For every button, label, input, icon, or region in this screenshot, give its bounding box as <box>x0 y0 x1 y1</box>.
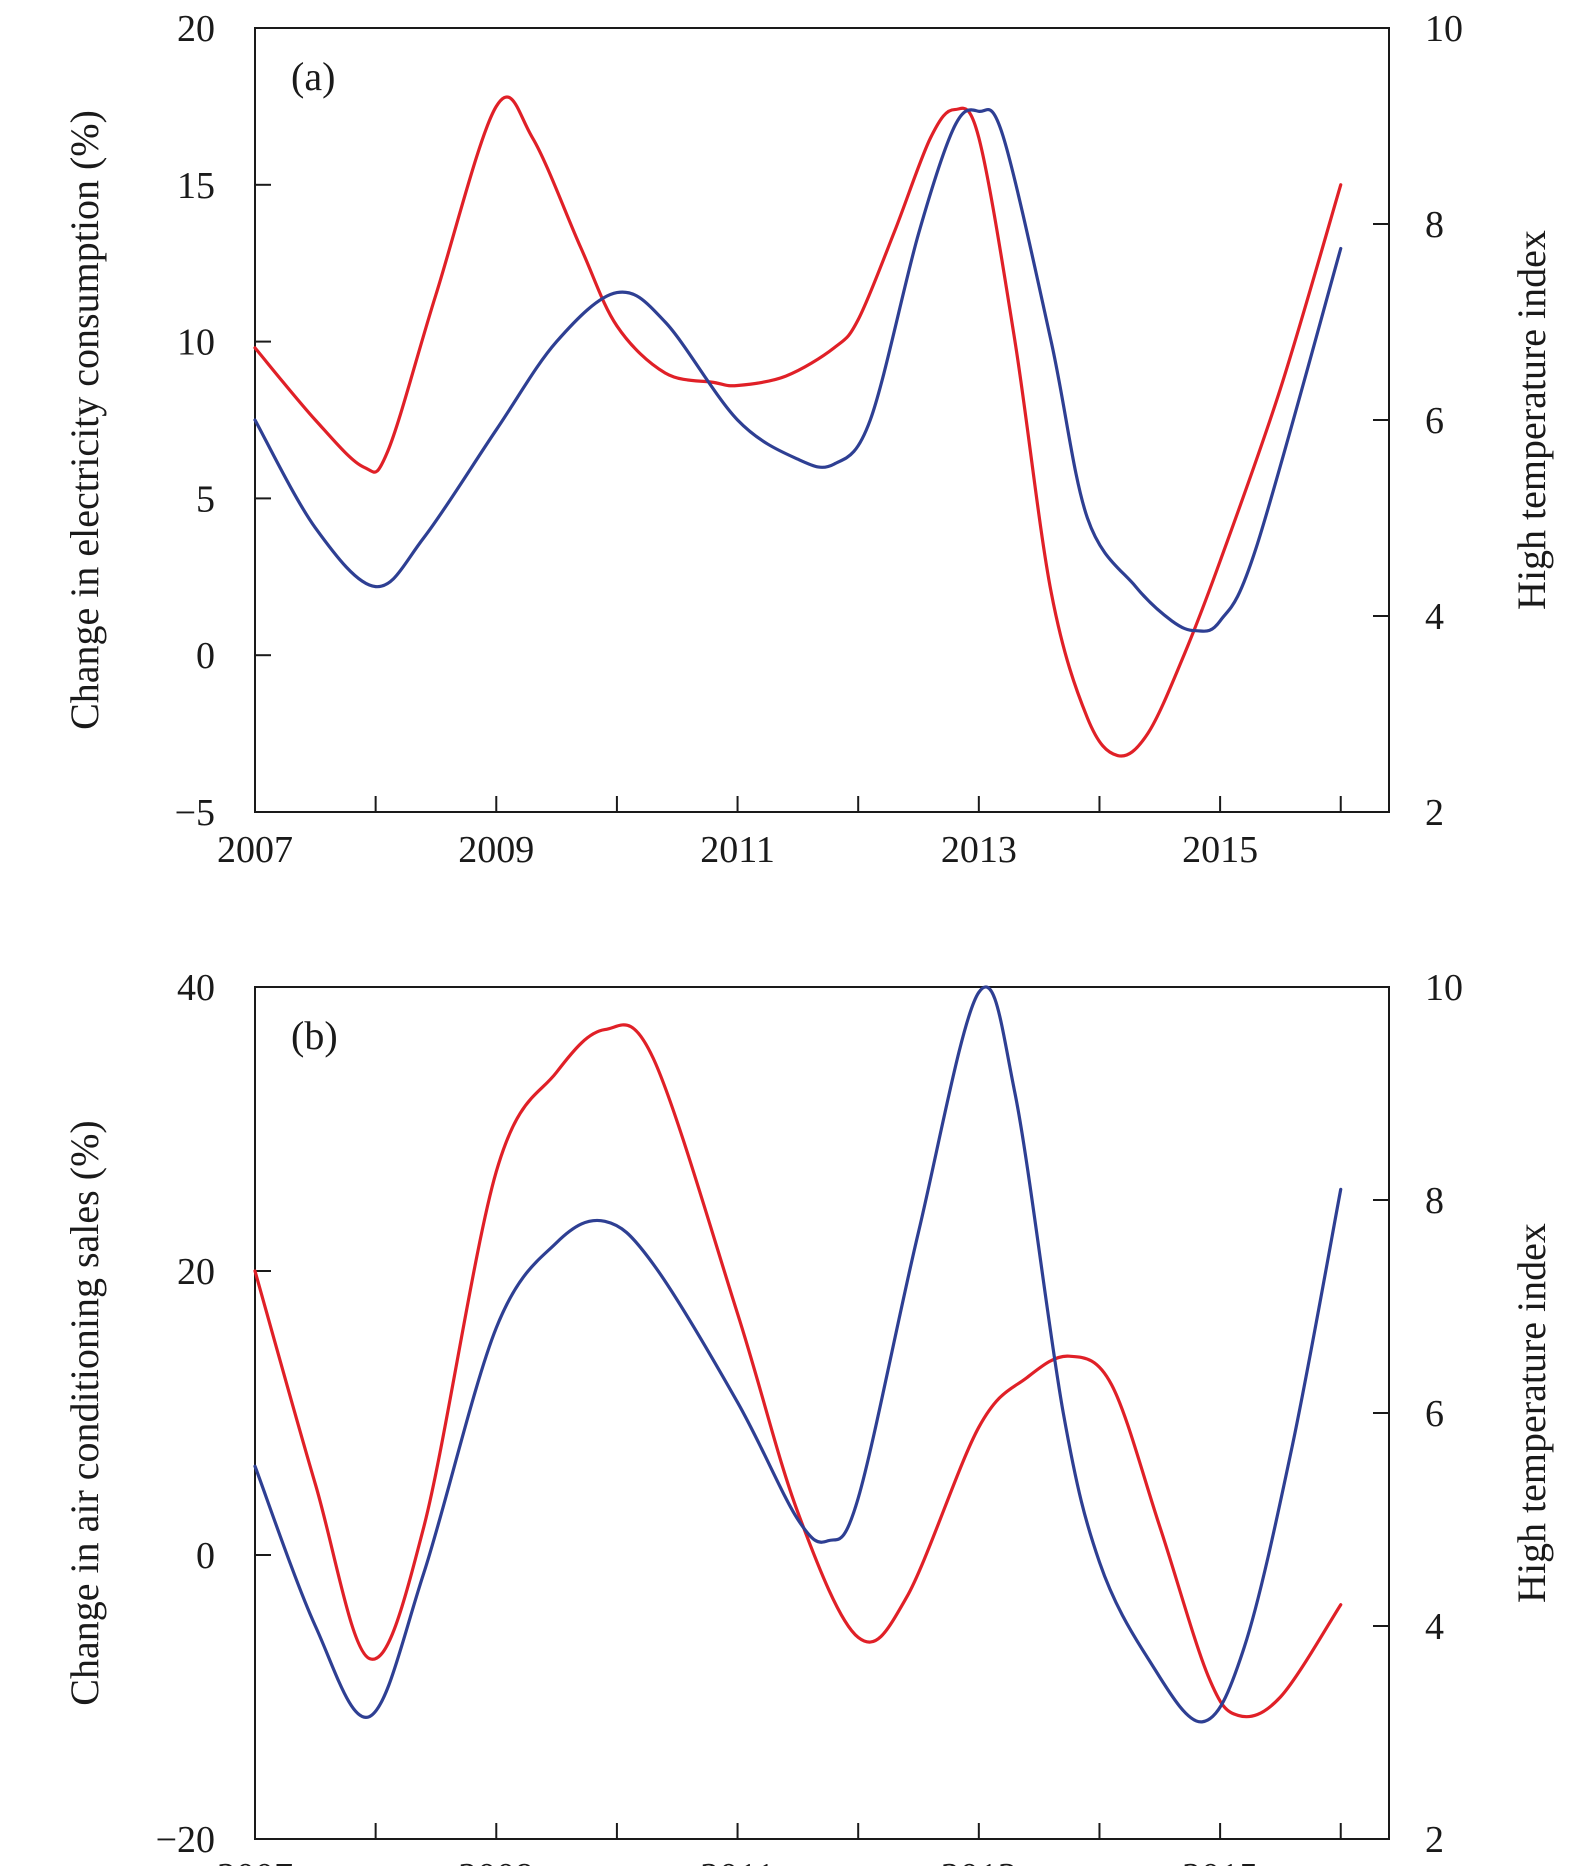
chart-panel-b: 2007 2009 2011 2013 2015 −20 0 20 40 2 4 6 8 10 Change… <box>62 967 1554 1866</box>
y-left-axis-title: Change in electricity consumption (%) <box>62 110 107 730</box>
y-left-tick-label: 20 <box>177 8 215 50</box>
y-left-tick-label: 10 <box>177 322 215 364</box>
plot-frame <box>254 27 1390 813</box>
panel-label: (b) <box>291 1013 338 1058</box>
y-right-axis-title: High temperature index <box>1509 1223 1554 1603</box>
y-left-tick-label: 0 <box>196 1535 215 1577</box>
y-left-tick-label: 5 <box>196 478 215 520</box>
y-right-tick-label: 10 <box>1425 967 1463 1009</box>
y-left-tick-label: 15 <box>177 165 215 207</box>
x-tick-label: 2013 <box>941 1856 1017 1866</box>
x-tick-label: 2007 <box>217 829 293 871</box>
y-right-tick-label: 4 <box>1425 596 1444 638</box>
series-line-right-axis <box>253 985 1343 1724</box>
y-right-tick-label: 10 <box>1425 8 1463 50</box>
y-right-tick-label: 6 <box>1425 1393 1444 1435</box>
y-left-tick-label: 40 <box>177 967 215 1009</box>
x-tick-label: 2013 <box>941 829 1017 871</box>
y-left-tick-label: 0 <box>196 635 215 677</box>
series-line-left-axis <box>253 95 1343 758</box>
y-right-tick-label: 4 <box>1425 1606 1444 1648</box>
x-tick-label: 2007 <box>217 1856 293 1866</box>
y-right-tick-label: 6 <box>1425 400 1444 442</box>
x-tick-label: 2011 <box>700 829 775 871</box>
x-tick-label: 2015 <box>1182 1856 1258 1866</box>
y-right-tick-label: 8 <box>1425 1180 1444 1222</box>
series-line-right-axis <box>253 107 1343 633</box>
chart-panel-a: 2007 2009 2011 2013 2015 −5 0 5 10 15 20 2 4 6 8 10 Chan… <box>62 8 1554 871</box>
x-tick-label: 2015 <box>1182 829 1258 871</box>
y-left-axis-title: Change in air conditioning sales (%) <box>62 1120 107 1705</box>
x-tick-label: 2009 <box>458 1856 534 1866</box>
y-left-tick-label: 20 <box>177 1251 215 1293</box>
y-left-tick-label: −20 <box>156 1819 215 1861</box>
y-right-axis-title: High temperature index <box>1509 230 1554 610</box>
y-right-tick-label: 8 <box>1425 204 1444 246</box>
y-right-tick-label: 2 <box>1425 792 1444 834</box>
y-left-tick-label: −5 <box>175 792 215 834</box>
x-tick-label: 2009 <box>458 829 534 871</box>
y-right-tick-label: 2 <box>1425 1819 1444 1861</box>
panel-label: (a) <box>291 54 335 99</box>
series-line-left-axis <box>253 1023 1343 1719</box>
x-tick-label: 2011 <box>700 1856 775 1866</box>
